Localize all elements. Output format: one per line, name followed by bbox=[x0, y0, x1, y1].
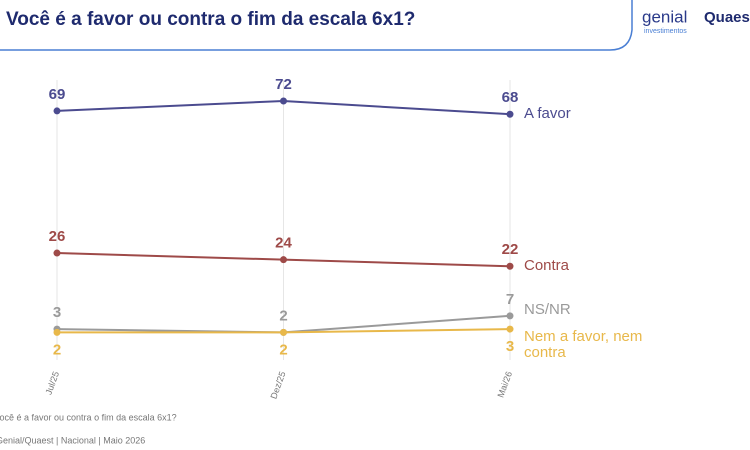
data-label: 3 bbox=[53, 304, 61, 321]
data-label: 24 bbox=[275, 235, 292, 252]
legend-label: Nem a favor, nem contra bbox=[524, 328, 643, 362]
x-tick-label: Jul/25 bbox=[43, 370, 61, 396]
data-label: 7 bbox=[506, 291, 514, 308]
data-point bbox=[506, 312, 514, 320]
partner-logo: Quaest bbox=[704, 9, 750, 26]
data-label: 2 bbox=[279, 341, 287, 358]
brand-logo: genial bbox=[642, 7, 687, 26]
source: Genial/Quaest | Nacional | Maio 2026 bbox=[0, 435, 145, 445]
data-label: 69 bbox=[49, 86, 66, 103]
legend-label: Contra bbox=[524, 257, 570, 275]
data-label: 72 bbox=[275, 76, 292, 93]
data-point bbox=[280, 256, 287, 264]
data-label: 3 bbox=[506, 338, 514, 355]
data-point bbox=[506, 325, 514, 333]
brand-sub: investimentos bbox=[644, 28, 687, 35]
data-point bbox=[506, 262, 514, 270]
chart-title: Você é a favor ou contra o fim da escala… bbox=[6, 9, 415, 30]
legend-label: NS/NR bbox=[524, 300, 571, 318]
header-border bbox=[0, 0, 633, 51]
data-point bbox=[53, 249, 61, 257]
legend-label: A favor bbox=[524, 105, 571, 123]
x-tick-label: Mai/26 bbox=[495, 370, 514, 399]
data-label: 22 bbox=[502, 241, 519, 258]
data-point bbox=[53, 328, 61, 336]
data-point bbox=[506, 110, 514, 118]
data-point bbox=[280, 328, 287, 336]
data-point bbox=[280, 97, 287, 105]
data-label: 26 bbox=[49, 228, 66, 245]
x-tick-label: Dez/25 bbox=[268, 370, 287, 400]
data-label: 2 bbox=[53, 341, 61, 358]
question: Você é a favor ou contra o fim da escala… bbox=[0, 412, 177, 422]
data-label: 68 bbox=[502, 89, 519, 106]
data-point bbox=[53, 107, 61, 115]
data-label: 2 bbox=[279, 307, 287, 324]
